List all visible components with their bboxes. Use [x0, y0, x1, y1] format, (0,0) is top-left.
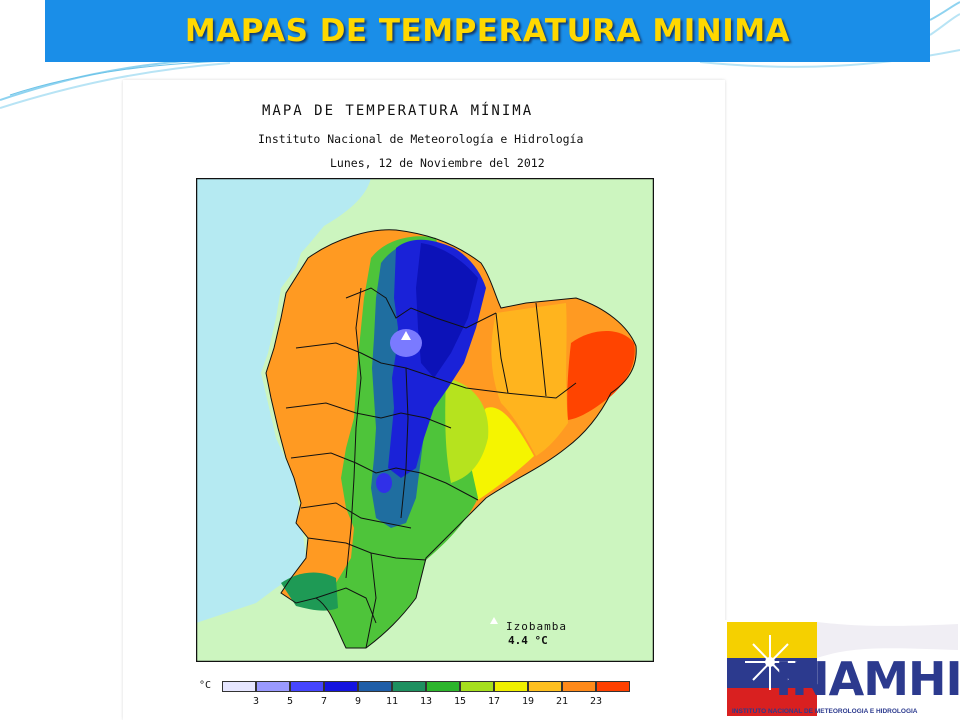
legend-colorbar [222, 681, 630, 692]
marker-name: Izobamba [506, 620, 567, 633]
legend-swatch [426, 681, 460, 692]
yellow-green-zone [445, 378, 489, 483]
marker-value: 4.4 °C [508, 634, 548, 647]
legend-swatch [324, 681, 358, 692]
legend-swatch [290, 681, 324, 692]
inamhi-logo [725, 620, 960, 720]
legend-tick-label: 9 [354, 696, 362, 707]
east-red-zone [567, 330, 635, 420]
legend-ticks: 3 5 7 9 11 13 15 17 19 21 23 [222, 696, 630, 710]
dark-blue-core [416, 243, 478, 378]
map-institution: Instituto Nacional de Meteorología e Hid… [258, 132, 584, 146]
legend-tick-label: 7 [320, 696, 328, 707]
legend-tick-label: 23 [589, 696, 603, 707]
legend-swatch [596, 681, 630, 692]
legend-swatch [358, 681, 392, 692]
legend-swatch [256, 681, 290, 692]
legend-swatch [222, 681, 256, 692]
legend-swatch [494, 681, 528, 692]
temperature-map [196, 178, 654, 662]
legend-unit: °C [199, 680, 212, 691]
amazon-orange-zone [491, 303, 568, 456]
legend-tick-label: 5 [286, 696, 294, 707]
province-borders [265, 229, 637, 649]
slide-title-bar: MAPAS DE TEMPERATURA MINIMA [45, 0, 930, 62]
legend-tick-label: 19 [521, 696, 535, 707]
legend-marker-icon [490, 617, 498, 624]
legend-swatch [562, 681, 596, 692]
legend-swatch [392, 681, 426, 692]
map-title: MAPA DE TEMPERATURA MÍNIMA [262, 103, 534, 119]
light-blue-spot [390, 329, 422, 357]
blue-spot-south [376, 473, 392, 493]
logo-name: INAMHI [775, 652, 960, 706]
legend-tick-label: 3 [252, 696, 260, 707]
map-frame [196, 178, 654, 662]
map-date: Lunes, 12 de Noviembre del 2012 [330, 156, 545, 170]
izobamba-marker-icon [401, 331, 411, 340]
legend-tick-label: 21 [555, 696, 569, 707]
legend-swatch [460, 681, 494, 692]
legend-swatch [528, 681, 562, 692]
south-west-green [281, 572, 338, 611]
logo-subtitle: INSTITUTO NACIONAL DE METEOROLOGIA E HID… [732, 708, 918, 715]
legend-tick-label: 13 [419, 696, 433, 707]
ocean [196, 178, 371, 623]
slide-title: MAPAS DE TEMPERATURA MINIMA [184, 13, 791, 49]
legend-tick-label: 17 [487, 696, 501, 707]
legend-tick-label: 11 [385, 696, 399, 707]
legend-tick-label: 15 [453, 696, 467, 707]
